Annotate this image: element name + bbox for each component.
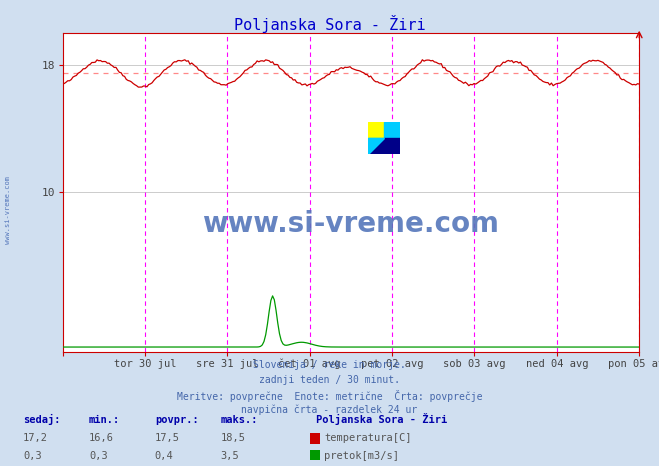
Text: Meritve: povprečne  Enote: metrične  Črta: povprečje: Meritve: povprečne Enote: metrične Črta:…	[177, 390, 482, 402]
Text: Poljanska Sora - Žiri: Poljanska Sora - Žiri	[316, 413, 447, 425]
Text: pretok[m3/s]: pretok[m3/s]	[324, 451, 399, 460]
Text: temperatura[C]: temperatura[C]	[324, 433, 412, 443]
Text: 17,2: 17,2	[23, 433, 48, 443]
Bar	[384, 138, 400, 154]
Text: Poljanska Sora - Žiri: Poljanska Sora - Žiri	[234, 15, 425, 33]
Text: www.si-vreme.com: www.si-vreme.com	[5, 176, 11, 244]
Text: 16,6: 16,6	[89, 433, 114, 443]
Text: 17,5: 17,5	[155, 433, 180, 443]
Text: 0,3: 0,3	[23, 451, 42, 460]
Text: 18,5: 18,5	[221, 433, 246, 443]
Polygon shape	[368, 138, 384, 154]
Text: povpr.:: povpr.:	[155, 415, 198, 425]
Bar	[368, 122, 384, 138]
Text: maks.:: maks.:	[221, 415, 258, 425]
Text: sedaj:: sedaj:	[23, 414, 61, 425]
Text: zadnji teden / 30 minut.: zadnji teden / 30 minut.	[259, 375, 400, 384]
Bar	[368, 138, 384, 154]
Bar	[384, 122, 400, 138]
Text: navpična črta - razdelek 24 ur: navpična črta - razdelek 24 ur	[241, 404, 418, 415]
Text: 3,5: 3,5	[221, 451, 239, 460]
Text: 0,4: 0,4	[155, 451, 173, 460]
Text: www.si-vreme.com: www.si-vreme.com	[202, 210, 500, 238]
Text: Slovenija / reke in morje.: Slovenija / reke in morje.	[253, 360, 406, 370]
Text: min.:: min.:	[89, 415, 120, 425]
Polygon shape	[368, 138, 384, 154]
Text: 0,3: 0,3	[89, 451, 107, 460]
